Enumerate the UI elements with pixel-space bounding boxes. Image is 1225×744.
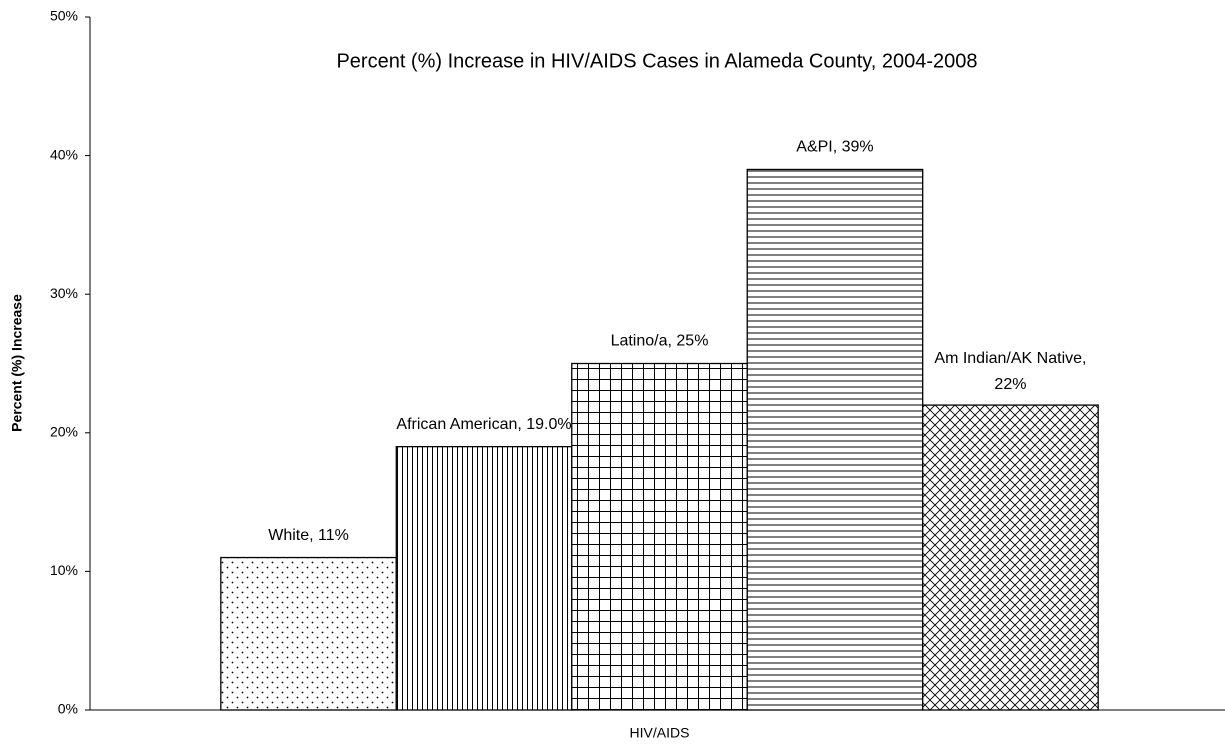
data-label: African American, 19.0% [396,416,571,433]
x-tick-label: HIV/AIDS [630,725,690,741]
data-label: A&PI, 39% [796,139,873,156]
y-tick-label: 0% [58,701,78,717]
bar [922,404,1099,711]
bar [746,168,924,711]
bar [571,362,748,711]
data-label: White, 11% [268,527,349,544]
y-tick-label: 50% [50,8,78,24]
bar [395,446,573,711]
bar [220,556,397,711]
y-tick-label: 30% [50,285,78,301]
y-tick-label: 40% [50,146,78,162]
data-label: Am Indian/AK Native, 22% [934,350,1086,393]
y-tick-label: 10% [50,562,78,578]
chart-title: Percent (%) Increase in HIV/AIDS Cases i… [336,50,977,72]
y-tick-label: 20% [50,424,78,440]
y-axis-label: Percent (%) Increase [9,294,25,432]
data-label: Latino/a, 25% [611,333,709,350]
